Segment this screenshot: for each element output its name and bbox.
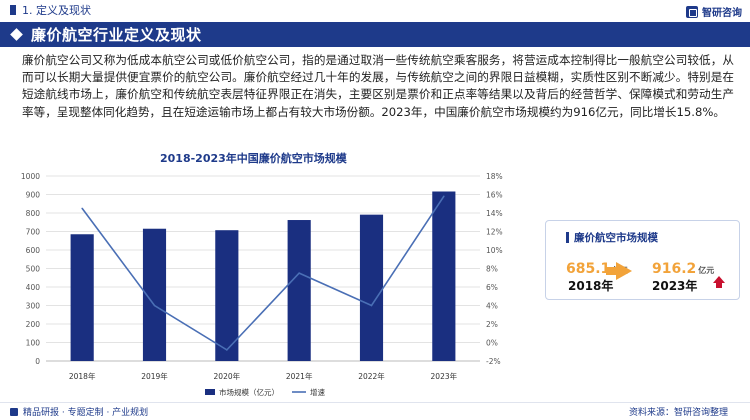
growth-arrow-tail [606,267,618,275]
x-tick-label: 2018年 [69,371,96,381]
y-left-tick-label: 800 [26,209,41,218]
card-title: 廉价航空市场规模 [574,232,658,244]
market-size-chart: 0 100 200 300 400 500 600 700 800 900 1000 -2% 0% 2% 4… [21,172,503,397]
y-right-tick-label: 12% [486,228,503,237]
y-left-tick-label: 200 [26,320,41,329]
x-tick-label: 2021年 [286,371,313,381]
y-right-tick-label: 2% [486,320,498,329]
top-bar: 1. 定义及现状 智研咨询 [0,0,750,20]
section-marker [10,5,16,15]
y-left-tick-label: 1000 [21,172,40,181]
y-left-tick-label: 100 [26,339,41,348]
bar-2019年 [142,228,167,361]
y-right-tick-label: 14% [486,209,503,218]
value-2023-number: 916.2 [652,261,697,277]
y-left-tick-label: 400 [26,283,41,292]
x-tick-label: 2019年 [141,371,168,381]
brand-logo[interactable]: 智研咨询 [686,4,742,19]
growth-point-2021年 [298,272,300,274]
title-banner: 廉价航空行业定义及现状 [0,22,750,47]
growth-line [81,195,445,351]
legend-bar-swatch [205,389,215,395]
summary-card: 廉价航空市场规模 [545,220,740,300]
legend-line-label: 增速 [310,387,325,397]
growth-point-2018年 [81,207,83,210]
x-tick-label: 2023年 [431,371,458,381]
y-left-tick-label: 600 [26,246,41,255]
y-right-tick-label: 4% [486,302,498,311]
page-title: 廉价航空行业定义及现状 [31,26,202,44]
footer-bar: 精品研报 · 专题定制 · 产业规划 资料来源：智研咨询整理 [0,402,750,420]
section-label: 1. 定义及现状 [22,4,91,17]
chart-title: 2018-2023年中国廉价航空市场规模 [160,152,347,165]
y-left-tick-label: 900 [26,191,41,200]
y-left-tick-label: 700 [26,228,41,237]
up-arrow-tail [716,283,722,288]
bar-2018年 [70,234,94,361]
definition-paragraph: 廉价航空公司又称为低成本航空公司或低价航空公司，指的是通过取消一些传统航空乘客服… [22,53,734,119]
growth-point-2020年 [226,349,228,351]
brand-name: 智研咨询 [702,8,742,19]
data-source: 资料来源：智研咨询整理 [628,408,728,418]
right-arrow-icon [616,262,632,280]
bar-2021年 [287,220,311,361]
up-arrow-icon [713,276,725,283]
x-tick-label: 2022年 [358,371,385,381]
footer-tagline: 精品研报 · 专题定制 · 产业规划 [23,408,149,418]
growth-point-2019年 [153,304,156,307]
value-2023: 916.2 亿元 [652,258,714,277]
y-right-tick-label: 0% [486,339,498,348]
y-right-tick-label: 6% [486,283,498,292]
bar-2023年 [432,191,456,361]
brand-logo-icon [686,5,698,18]
growth-point-2023年 [443,195,445,198]
y-right-tick-label: -2% [486,357,501,366]
diamond-icon [10,28,23,41]
bar-2022年 [359,214,384,361]
y-right-tick-label: 10% [486,246,503,255]
year-2018-label: 2018年 [568,279,614,293]
bar-2020年 [215,230,239,361]
y-left-tick-label: 0 [35,357,40,366]
y-left-tick-label: 500 [26,265,41,274]
y-right-tick-label: 16% [486,191,503,200]
x-tick-label: 2020年 [214,371,241,381]
card-title-marker [566,232,569,243]
y-right-tick-label: 8% [486,265,498,274]
growth-point-2022年 [370,304,373,307]
year-2023-label: 2023年 [652,279,698,293]
legend-bar-label: 市场规模（亿元） [219,387,279,397]
footer-logo-icon [10,407,18,416]
y-right-tick-label: 18% [486,172,503,181]
value-2018-number: 685.1 [566,261,611,277]
value-2023-unit: 亿元 [698,266,715,275]
y-left-tick-label: 300 [26,302,41,311]
